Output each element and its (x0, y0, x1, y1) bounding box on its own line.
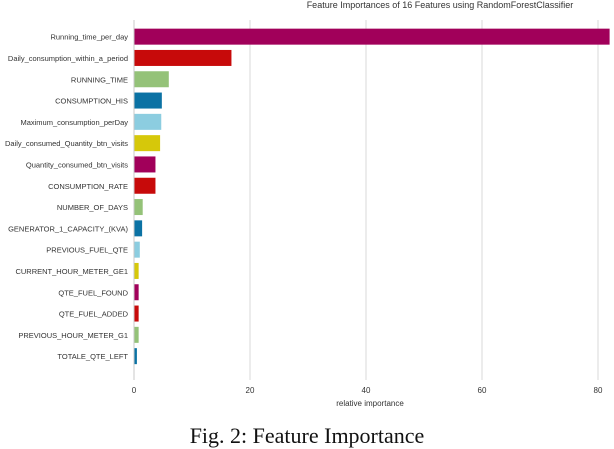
x-tick-label: 0 (132, 386, 137, 395)
grid-lines (249, 20, 599, 380)
y-tick-label: PREVIOUS_FUEL_QTE (46, 246, 128, 255)
y-tick-label: RUNNING_TIME (71, 75, 128, 84)
x-tick-label: 20 (246, 386, 255, 395)
bar (134, 177, 156, 194)
y-tick-labels: Running_time_per_day Daily_consumption_wi… (5, 33, 129, 361)
bar (134, 348, 137, 365)
bar (134, 92, 162, 109)
bar (134, 284, 139, 301)
y-tick-label: Maximum_consumption_perDay (20, 118, 128, 127)
y-tick-label: NUMBER_OF_DAYS (57, 203, 128, 212)
bar (134, 199, 143, 216)
y-tick-label: GENERATOR_1_CAPACITY_(KVA) (8, 224, 128, 233)
bar (134, 49, 232, 66)
bar (134, 113, 162, 130)
x-tick-label: 60 (478, 386, 487, 395)
bars (134, 28, 610, 365)
x-tick-labels: 0 20 40 60 80 (132, 386, 603, 395)
x-tick-label: 40 (362, 386, 371, 395)
y-tick-label: TOTALE_QTE_LEFT (57, 352, 128, 361)
bar (134, 305, 139, 322)
y-tick-label: QTE_FUEL_FOUND (58, 288, 128, 297)
y-tick-label: CONSUMPTION_RATE (48, 182, 128, 191)
y-tick-label: Daily_consumed_Quantity_btn_visits (5, 139, 128, 148)
y-tick-label: Daily_consumption_within_a_period (8, 54, 128, 63)
feature-importance-chart: Running_time_per_day Daily_consumption_wi… (5, 0, 614, 408)
bar (134, 241, 140, 258)
bar (134, 262, 139, 279)
y-tick-label: CURRENT_HOUR_METER_GE1 (15, 267, 128, 276)
bar (134, 156, 156, 173)
chart-title: Feature Importances of 16 Features using… (307, 0, 574, 10)
bar (134, 71, 169, 88)
x-tick-label: 80 (594, 386, 603, 395)
bar (134, 220, 143, 237)
y-tick-label: QTE_FUEL_ADDED (59, 310, 129, 319)
figure-caption: Fig. 2: Feature Importance (189, 423, 425, 448)
y-tick-label: CONSUMPTION_HIS (55, 97, 128, 106)
x-axis-label: relative importance (336, 399, 404, 408)
y-tick-label: PREVIOUS_HOUR_METER_G1 (18, 331, 128, 340)
bar (134, 135, 161, 152)
y-tick-label: Running_time_per_day (50, 33, 128, 42)
bar (134, 28, 610, 45)
y-tick-label: Quantity_consumed_btn_visits (26, 160, 128, 169)
plot-background (134, 20, 614, 380)
bar (134, 326, 139, 343)
